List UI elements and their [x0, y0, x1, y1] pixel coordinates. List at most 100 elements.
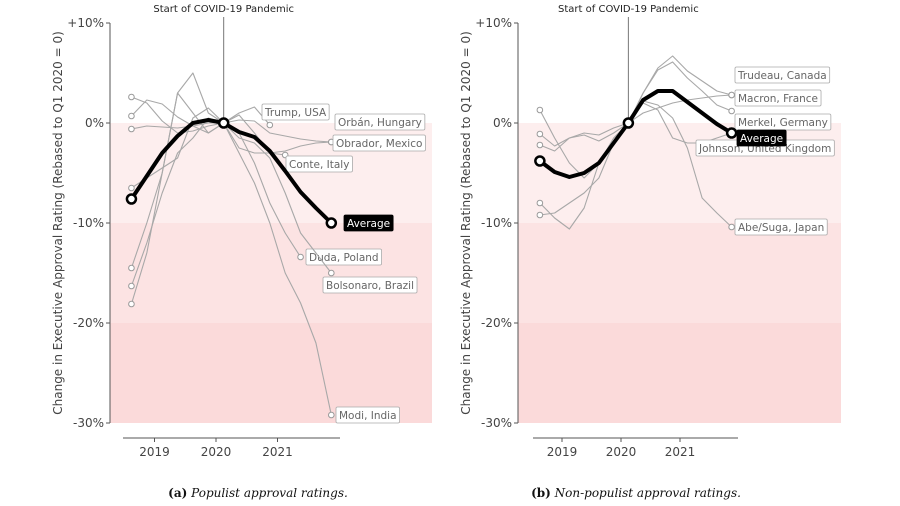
- y-tick-label: 0%: [85, 116, 104, 130]
- background-band: [110, 323, 432, 423]
- background-band: [110, 223, 432, 323]
- endpoint-marker: [536, 211, 544, 219]
- series-line: Merkel, Germany: [536, 91, 832, 230]
- y-tick-label: -10%: [73, 216, 104, 230]
- endpoint-marker: [728, 91, 735, 99]
- series-path: [130, 99, 271, 134]
- average-line: [129, 118, 334, 225]
- label-box: [736, 129, 787, 147]
- x-tick-label: 2020: [201, 445, 232, 459]
- label-text: Orbán, Hungary: [338, 117, 422, 129]
- caption-text: Non-populist approval ratings.: [554, 486, 741, 500]
- y-tick-label: +10%: [67, 16, 104, 30]
- label-box: [261, 103, 330, 121]
- label-text: Average: [740, 133, 783, 145]
- pandemic-annotation: Start of COVID-19 Pandemic: [558, 4, 699, 15]
- label-box: [734, 66, 831, 84]
- endpoint-marker: [536, 141, 544, 149]
- label-box: [734, 89, 822, 107]
- series-label: Duda, Poland: [305, 248, 382, 266]
- background-band: [518, 323, 841, 423]
- endpoint-marker: [128, 300, 135, 308]
- endpoint-marker: [536, 199, 544, 207]
- endpoint-marker: [622, 117, 635, 129]
- endpoint-marker: [328, 411, 335, 419]
- series-label: Modi, India: [335, 406, 400, 424]
- background-band: [518, 223, 841, 323]
- y-tick-label: -30%: [73, 416, 104, 430]
- label-text: Johnson, United Kingdom: [698, 143, 831, 155]
- series-path: [130, 92, 302, 269]
- label-text: Obrador, Mexico: [336, 138, 422, 150]
- series-label: Obrador, Mexico: [332, 134, 426, 152]
- caption-label: (a): [168, 486, 187, 500]
- x-tick-label: 2021: [262, 445, 293, 459]
- endpoint-marker: [728, 107, 735, 115]
- label-box: [335, 406, 400, 424]
- caption-label: (b): [531, 486, 551, 500]
- y-tick-label: 0%: [493, 116, 512, 130]
- label-box: [334, 113, 426, 131]
- label-box: [322, 276, 418, 294]
- series-label: Johnson, United Kingdom: [695, 139, 835, 157]
- label-text: Conte, Italy: [289, 159, 349, 171]
- label-text: Trudeau, Canada: [737, 70, 827, 82]
- average-series: Average: [125, 117, 394, 232]
- x-tick-label: 2019: [139, 445, 170, 459]
- series-label: Trudeau, Canada: [734, 66, 831, 84]
- y-tick-label: -10%: [481, 216, 512, 230]
- label-text: Bolsonaro, Brazil: [326, 280, 414, 292]
- endpoint-marker: [325, 217, 338, 229]
- endpoint-marker: [328, 269, 335, 277]
- series-line: Conte, Italy: [128, 107, 353, 192]
- series-line: Johnson, United Kingdom: [536, 102, 835, 179]
- series-path: [539, 94, 733, 230]
- x-tick-label: 2019: [547, 445, 578, 459]
- endpoint-marker: [128, 282, 135, 290]
- background-band: [518, 123, 841, 223]
- x-tick-label: 2021: [665, 445, 696, 459]
- average-label: Average: [343, 214, 394, 232]
- label-box: [734, 218, 828, 236]
- series-label: Trump, USA: [261, 103, 330, 121]
- series-path: [130, 107, 286, 189]
- series-line: Trump, USA: [128, 99, 330, 134]
- y-axis-label: Change in Executive Approval Rating (Reb…: [459, 31, 473, 415]
- series-line: Bolsonaro, Brazil: [128, 117, 418, 294]
- series-label: Abe/Suga, Japan: [734, 218, 828, 236]
- panel-a: +10% 0% -10% -20% -30% Change in Executive Ap…: [51, 4, 432, 500]
- series-line: Modi, India: [128, 72, 400, 424]
- label-text: Average: [347, 218, 390, 230]
- endpoint-marker: [128, 184, 135, 192]
- label-text: Macron, France: [738, 93, 818, 105]
- series-line: Obrador, Mexico: [128, 93, 426, 154]
- series-line: Duda, Poland: [128, 92, 382, 272]
- label-text: Abe/Suga, Japan: [738, 222, 824, 234]
- series-line: Abe/Suga, Japan: [536, 100, 828, 236]
- endpoint-marker: [536, 130, 544, 138]
- series-label: Orbán, Hungary: [334, 113, 426, 131]
- average-label: Average: [736, 129, 787, 147]
- label-text: Modi, India: [339, 410, 397, 422]
- label-box: [332, 134, 426, 152]
- series-path: [130, 119, 332, 143]
- caption: (b) Non-populist approval ratings.: [531, 486, 741, 500]
- label-text: Trump, USA: [264, 107, 327, 119]
- series-line: Macron, France: [536, 61, 822, 219]
- label-box: [285, 155, 353, 173]
- panel-b: +10% 0% -10% -20% -30% Change in Executive Ap…: [459, 4, 841, 500]
- endpoint-marker: [128, 125, 135, 133]
- endpoint-marker: [217, 117, 230, 129]
- endpoint-marker: [534, 155, 546, 167]
- series-line: Orbán, Hungary: [128, 113, 426, 146]
- caption-text: Populist approval ratings.: [190, 486, 348, 500]
- series-path: [130, 96, 332, 154]
- label-text: Duda, Poland: [309, 252, 379, 264]
- y-tick-label: -20%: [481, 316, 512, 330]
- series-path: [130, 117, 332, 287]
- y-axis-label: Change in Executive Approval Rating (Reb…: [51, 31, 65, 415]
- series-label: Macron, France: [734, 89, 822, 107]
- average-line: [537, 89, 734, 179]
- x-tick-label: 2020: [606, 445, 637, 459]
